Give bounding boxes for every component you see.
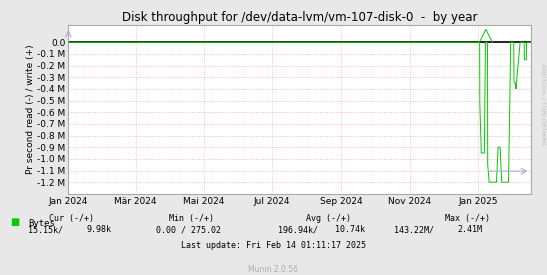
Text: Avg (-/+): Avg (-/+) [306,214,351,223]
Text: Cur (-/+): Cur (-/+) [49,214,94,223]
Text: Max (-/+): Max (-/+) [445,214,490,223]
Text: Bytes: Bytes [28,219,55,227]
Text: RRDTOOL / TOBI OETIKER: RRDTOOL / TOBI OETIKER [541,64,546,145]
Title: Disk throughput for /dev/data-lvm/vm-107-disk-0  -  by year: Disk throughput for /dev/data-lvm/vm-107… [122,10,477,24]
Text: 9.98k: 9.98k [86,226,112,234]
Text: 143.22M/: 143.22M/ [394,226,434,234]
Text: Last update: Fri Feb 14 01:11:17 2025: Last update: Fri Feb 14 01:11:17 2025 [181,241,366,249]
Text: 15.15k/: 15.15k/ [28,226,63,234]
Text: Min (-/+): Min (-/+) [169,214,214,223]
Text: 0.00 / 275.02: 0.00 / 275.02 [156,226,221,234]
Text: 2.41M: 2.41M [458,226,483,234]
Text: 196.94k/: 196.94k/ [278,226,318,234]
Text: 10.74k: 10.74k [335,226,365,234]
Text: Munin 2.0.56: Munin 2.0.56 [248,265,299,274]
Y-axis label: Pr second read (-) / write (+): Pr second read (-) / write (+) [26,45,34,174]
Text: ■: ■ [10,218,19,227]
